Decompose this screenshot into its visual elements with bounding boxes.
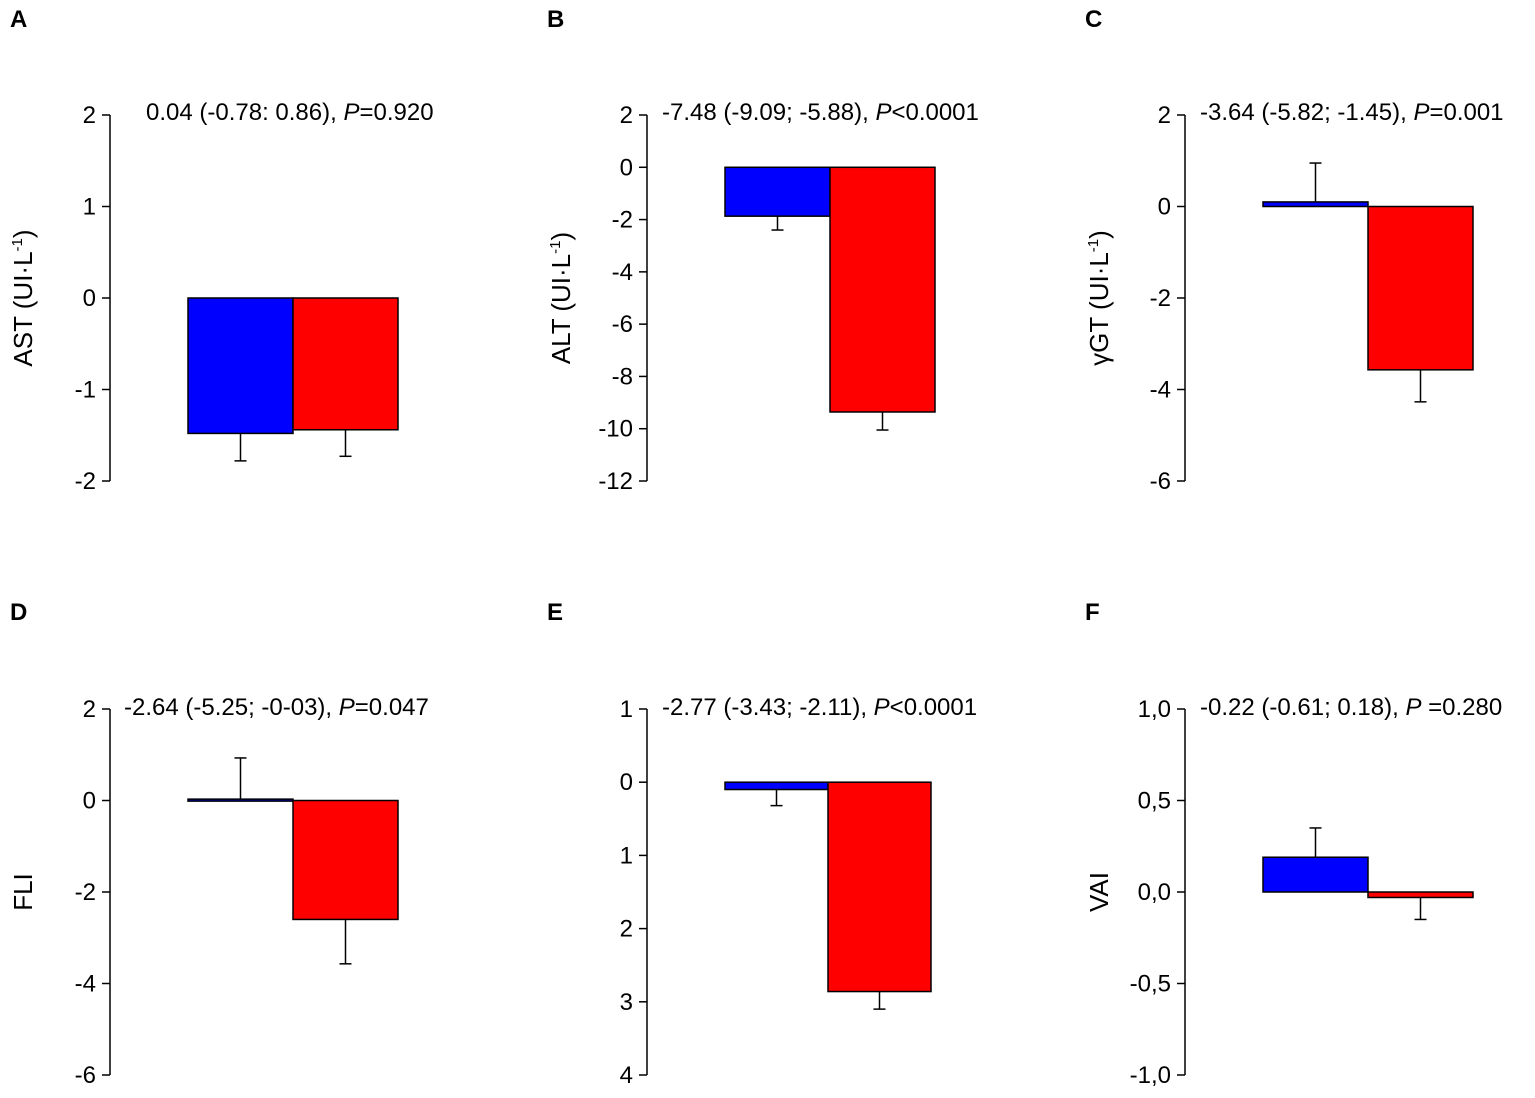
y-axis-label: FLI [8, 873, 38, 911]
y-tick-label: -4 [612, 259, 633, 286]
y-axis-label-main: γGT (UI·L [1084, 252, 1114, 366]
y-tick-label: 2 [1158, 102, 1171, 129]
y-tick-label: -0,5 [1130, 971, 1171, 998]
y-tick-label: 0 [83, 285, 96, 312]
annotation-estimate: -7.48 (-9.09; -5.88), [662, 99, 875, 126]
annotation-p-label: P [874, 694, 890, 721]
y-tick-label: 2 [83, 696, 96, 723]
y-tick-label: -2 [75, 879, 96, 906]
annotation-p-value: <0.0001 [891, 99, 978, 126]
y-axis-label-main: FLI [8, 873, 38, 911]
y-axis-label-main: AST (UI·L [8, 251, 38, 366]
bar-group2 [829, 166, 936, 413]
annotation-estimate: -2.77 (-3.43; -2.11), [662, 694, 874, 721]
bar-group1 [1262, 201, 1369, 208]
y-tick-label: 3 [620, 989, 633, 1016]
y-tick-label: 0 [1158, 194, 1171, 221]
y-tick-label: -10 [598, 416, 633, 443]
y-tick-label: 0 [83, 788, 96, 815]
y-tick-label: 1,0 [1138, 696, 1171, 723]
panel-b: B 2 0 -2 -4 -6 -8 -10 -12 ALT (UI·L-1) -7.48 (-9.0… [546, 6, 979, 495]
annotation-estimate: -2.64 (-5.25; -0-03), [124, 694, 339, 721]
y-axis-label: ALT (UI·L-1) [546, 232, 576, 364]
y-axis-label-end: ) [8, 229, 38, 238]
y-tick-label: 0 [620, 769, 633, 796]
y-axis-label: AST (UI·L-1) [8, 229, 38, 366]
y-tick-label: -12 [598, 468, 633, 495]
y-tick-label: 0,5 [1138, 788, 1171, 815]
bar-group2 [1367, 891, 1474, 899]
annotation-p-label: P [1413, 99, 1429, 126]
y-tick-label: 1 [83, 194, 96, 221]
bar-group1 [1262, 856, 1369, 893]
y-axis-label-superscript: -1 [9, 238, 26, 251]
y-tick-label: -6 [75, 1062, 96, 1089]
y-axis-label: VAI [1084, 872, 1114, 912]
panel-letter: C [1085, 6, 1102, 33]
annotation-text: -2.64 (-5.25; -0-03), P=0.047 [124, 694, 429, 721]
y-axis-label-superscript: -1 [547, 241, 564, 254]
y-tick-label: 0 [620, 154, 633, 181]
y-tick-label: -6 [612, 311, 633, 338]
y-tick-label: 4 [620, 1062, 633, 1089]
y-tick-label: -1,0 [1130, 1062, 1171, 1089]
panel-letter: B [547, 6, 564, 33]
panel-c: C 2 0 -2 -4 -6 γGT (UI·L-1) -3.64 (-5.82; -1.45… [1084, 6, 1504, 495]
y-tick-label: -6 [1150, 468, 1171, 495]
bar-group1 [724, 781, 829, 791]
panel-d: D 2 0 -2 -4 -6 FLI -2.64 (-5.25; -0-03), P=0.04… [8, 599, 429, 1089]
annotation-p-value: <0.0001 [890, 694, 977, 721]
panel-f: F 1,0 0,5 0,0 -0,5 -1,0 VAI -0.22 (-0.61; 0.18)… [1084, 599, 1502, 1089]
bar-group2 [1367, 205, 1474, 371]
y-axis-label-main: VAI [1084, 872, 1114, 912]
y-tick-label: -2 [75, 468, 96, 495]
panel-letter: D [10, 599, 27, 626]
annotation-p-value: =0.280 [1421, 694, 1502, 721]
annotation-text: 0.04 (-0.78: 0.86), P=0.920 [146, 99, 434, 126]
annotation-estimate: -3.64 (-5.82; -1.45), [1200, 99, 1413, 126]
annotation-p-value: =0.920 [359, 99, 433, 126]
y-tick-label: -4 [1150, 377, 1171, 404]
annotation-estimate: 0.04 (-0.78: 0.86), [146, 99, 343, 126]
y-tick-label: 0,0 [1138, 879, 1171, 906]
annotation-p-label: P [339, 694, 355, 721]
y-tick-label: 1 [620, 842, 633, 869]
panel-e: E 1 0 1 2 3 4 -2.77 (-3.43; -2.11), P<0.0001 [547, 599, 977, 1089]
bar-group1 [187, 798, 294, 802]
panel-letter: E [547, 599, 563, 626]
y-tick-label: 2 [620, 916, 633, 943]
y-tick-label: -1 [75, 377, 96, 404]
y-tick-label: -2 [612, 207, 633, 234]
y-axis-label-end: ) [1084, 230, 1114, 239]
panel-letter: A [10, 6, 27, 33]
annotation-p-label: P [1405, 694, 1421, 721]
y-axis-label-superscript: -1 [1085, 239, 1102, 252]
annotation-estimate: -0.22 (-0.61; 0.18), [1200, 694, 1405, 721]
bar-group2 [827, 781, 932, 993]
y-tick-label: -8 [612, 363, 633, 390]
y-tick-label: 1 [620, 696, 633, 723]
annotation-p-label: P [343, 99, 359, 126]
y-tick-label: -2 [1150, 285, 1171, 312]
annotation-text: -7.48 (-9.09; -5.88), P<0.0001 [662, 99, 979, 126]
y-axis-label: γGT (UI·L-1) [1084, 230, 1114, 366]
annotation-text: -3.64 (-5.82; -1.45), P=0.001 [1200, 99, 1504, 126]
bar-group1 [724, 166, 831, 217]
y-tick-label: 2 [620, 102, 633, 129]
y-tick-label: 2 [83, 102, 96, 129]
annotation-text: -0.22 (-0.61; 0.18), P =0.280 [1200, 694, 1502, 721]
bar-group2 [292, 297, 399, 431]
annotation-p-value: =0.047 [355, 694, 429, 721]
y-axis-label-end: ) [546, 232, 576, 241]
y-axis-label-main: ALT (UI·L [546, 254, 576, 364]
annotation-p-label: P [875, 99, 891, 126]
bar-group2 [292, 799, 399, 921]
panel-letter: F [1085, 599, 1100, 626]
y-tick-label: -4 [75, 971, 96, 998]
annotation-text: -2.77 (-3.43; -2.11), P<0.0001 [662, 694, 977, 721]
bar-group1 [187, 297, 294, 435]
annotation-p-value: =0.001 [1429, 99, 1503, 126]
